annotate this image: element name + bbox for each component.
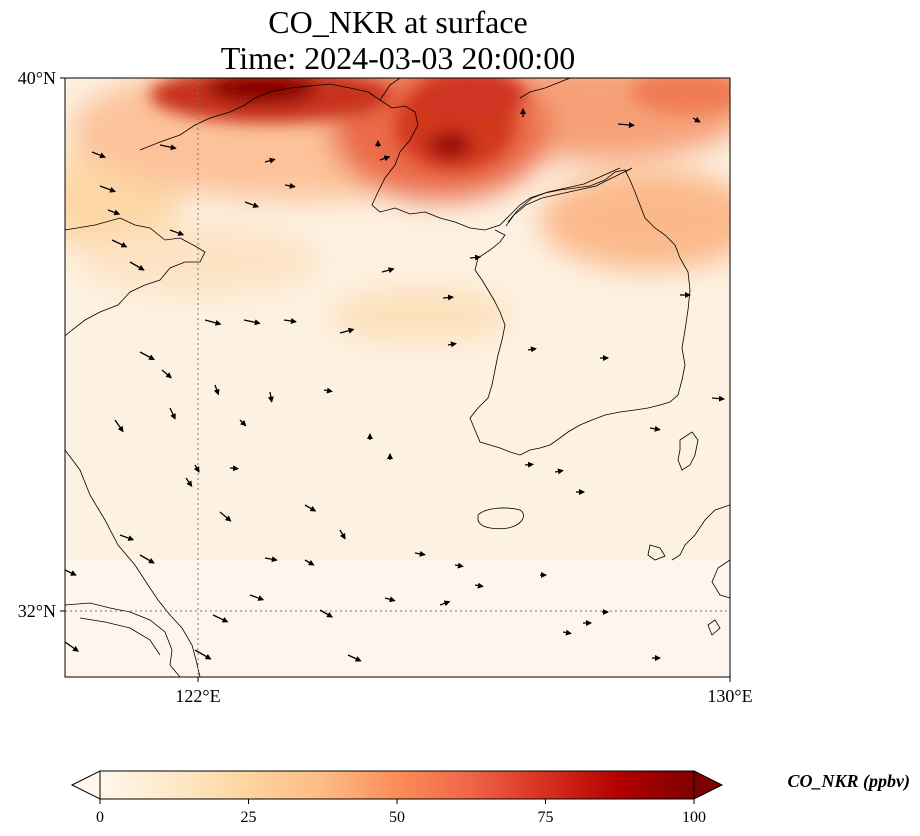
wind-arrow [194,649,212,660]
wind-arrow [65,569,77,576]
wind-arrow [65,641,79,652]
colorbar-tick-75: 75 [538,809,554,826]
wind-arrow [319,609,333,618]
colorbar: 0 25 50 75 100 CO_NKR (ppbv) [70,770,911,826]
wind-arrow [185,477,193,488]
y-tick-40n: 40°N [18,68,56,88]
colorbar-extend-min [70,770,101,800]
colorbar-tick-50: 50 [389,809,405,826]
axis-ticks [60,77,731,682]
wind-vectors [65,108,725,662]
wind-arrow [649,425,661,432]
wind-arrow [692,116,701,123]
gridlines [65,78,730,677]
x-tick-130e: 130°E [707,686,752,706]
wind-arrow [384,596,396,603]
wind-arrow [159,144,177,151]
wind-arrow [249,594,265,601]
wind-arrow [474,582,484,589]
coastlines [65,78,730,677]
wind-arrow [339,327,355,334]
y-tick-32n: 32°N [18,601,56,621]
wind-arrow [284,182,296,189]
wind-arrow [617,121,635,128]
colorbar-tick-0: 0 [96,809,104,826]
wind-arrow [339,529,346,540]
wind-arrow [304,559,315,566]
wind-arrow [219,511,232,522]
wind-arrow [347,654,362,662]
wind-arrow [99,185,116,193]
wind-arrow [711,395,725,402]
chart-title-line-2: Time: 2024-03-03 20:00:00 [220,40,576,76]
wind-arrow [119,534,135,541]
wind-arrow [139,554,155,564]
wind-arrow [229,465,239,472]
wind-arrow [447,341,457,348]
wind-arrow [239,419,247,427]
colorbar-gradient [100,771,694,799]
wind-arrow [283,318,297,324]
wind-arrow [169,229,185,236]
wind-arrow [129,261,145,271]
x-tick-122e: 122°E [175,686,220,706]
wind-arrow [139,351,155,361]
wind-arrow [244,201,260,208]
wind-arrow [212,614,229,623]
wind-arrow [169,407,176,420]
wind-arrow [381,267,395,274]
wind-arrow [304,504,317,512]
wind-arrow [243,319,261,326]
wind-arrow [554,468,564,475]
wind-arrow [454,562,464,569]
wind-arrow [204,319,222,326]
wind-arrow [439,600,451,607]
wind-arrow [469,254,481,261]
wind-arrow [442,294,454,301]
colorbar-tick-100: 100 [682,809,706,826]
wind-arrow [114,419,124,433]
wind-arrow [111,239,128,248]
wind-arrow [379,155,391,162]
wind-arrow [161,369,172,379]
colorbar-tick-25: 25 [241,809,257,826]
wind-arrow [213,384,220,396]
chart-title-line-1: CO_NKR at surface [268,4,528,40]
wind-arrow [562,629,572,636]
wind-arrow [193,464,200,473]
wind-arrow [264,556,278,563]
wind-arrow [323,387,333,394]
wind-arrow [524,461,534,468]
map-frame [64,77,731,678]
wind-arrow [264,157,276,164]
wind-arrow [107,209,121,216]
wind-arrow [91,151,106,159]
wind-arrow [414,550,426,557]
wind-arrow [267,391,274,403]
wind-arrow [527,346,537,353]
concentration-field [65,78,730,677]
colorbar-title: CO_NKR (ppbv) [788,771,911,792]
colorbar-extend-max [693,770,724,800]
